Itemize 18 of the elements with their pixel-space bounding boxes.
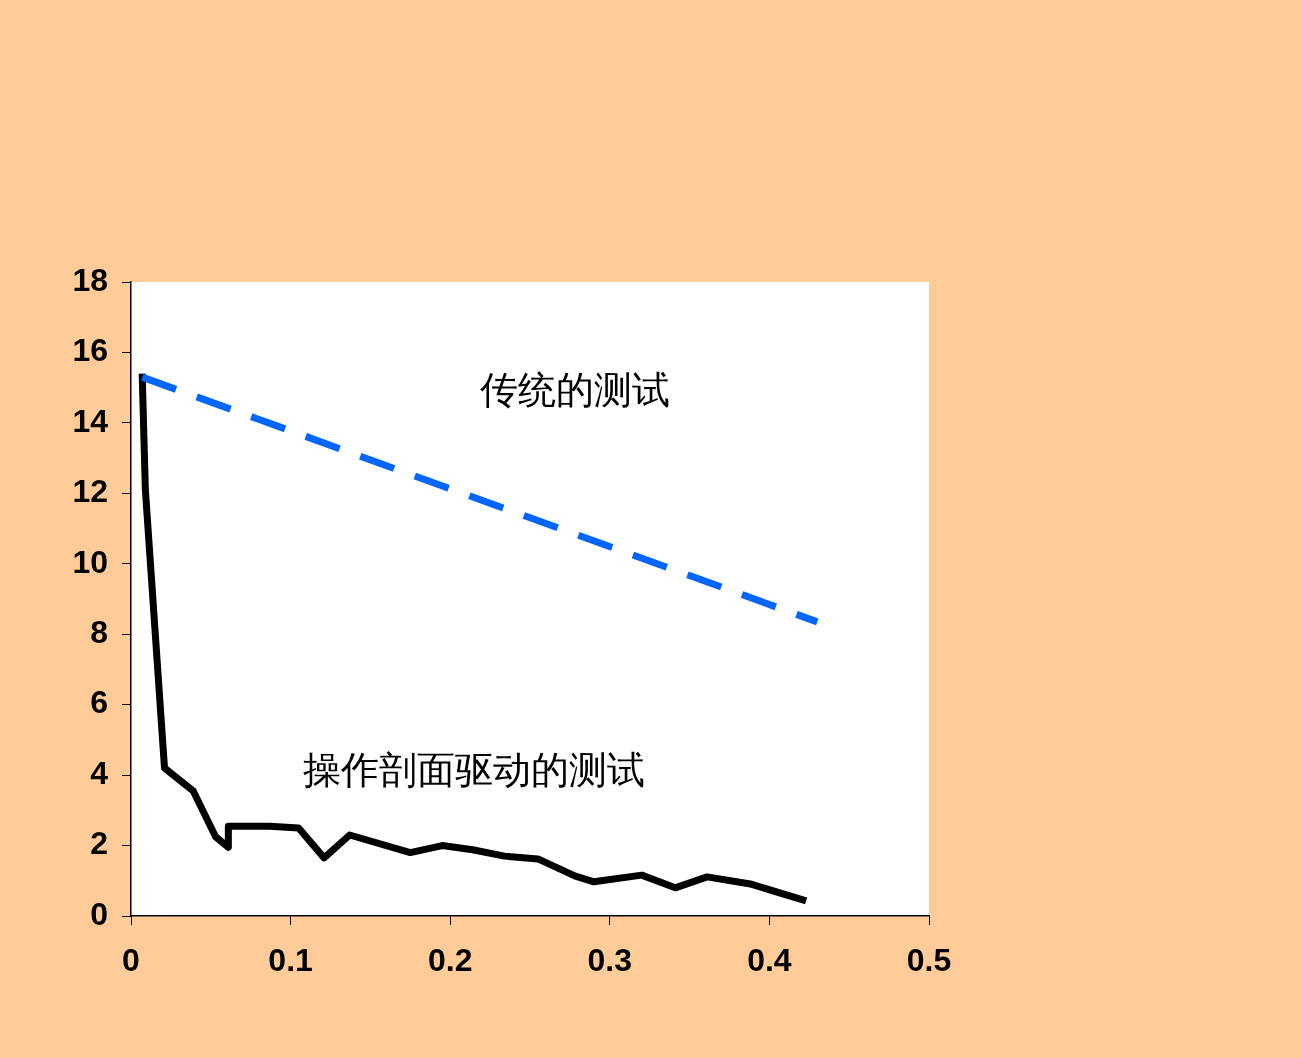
y-tick-label: 8 (90, 614, 108, 651)
x-tick-label: 0.5 (906, 942, 952, 979)
y-tick-label: 14 (72, 402, 109, 439)
x-tick-label: 0.2 (427, 942, 473, 979)
x-tick-label: 0.3 (587, 942, 633, 979)
y-tick-label: 2 (90, 825, 108, 862)
y-tick-label: 0 (90, 895, 108, 932)
y-tick-label: 16 (72, 332, 108, 369)
x-tick-label: 0 (122, 942, 140, 979)
x-tick-label: 0.4 (747, 942, 792, 979)
x-tick-label: 0.1 (268, 942, 313, 979)
y-tick-label: 12 (72, 473, 108, 510)
y-tick-label: 6 (90, 684, 108, 721)
series-label: 操作剖面驱动的测试 (303, 747, 646, 792)
y-tick-label: 10 (72, 543, 108, 580)
y-tick-label: 4 (90, 754, 109, 791)
text: 传统的测试 (480, 368, 671, 413)
y-tick-label: 18 (72, 261, 108, 298)
